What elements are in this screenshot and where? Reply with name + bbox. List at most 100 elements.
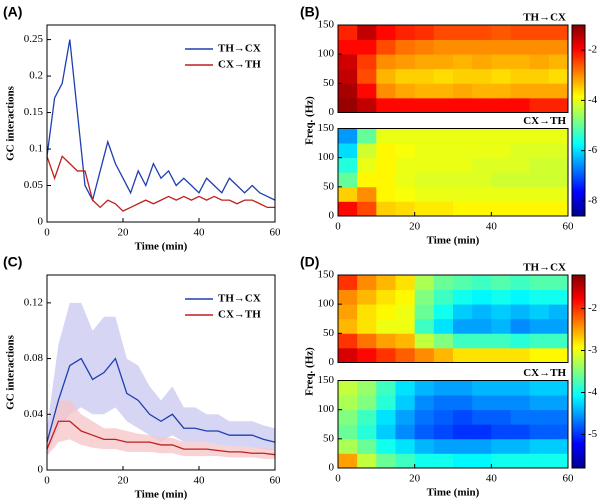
heat-cell	[529, 333, 550, 349]
heat-cell	[414, 318, 435, 334]
plot-frame	[337, 24, 569, 113]
heat-cell	[414, 143, 435, 159]
heat-cell	[472, 333, 492, 349]
heat-cell	[529, 186, 550, 202]
heat-cell	[510, 289, 531, 305]
heat-cell	[376, 39, 396, 55]
y-tick-label: 0.15	[24, 106, 44, 118]
heat-cell	[357, 186, 377, 202]
heat-cell	[414, 201, 435, 217]
heat-cell	[453, 304, 473, 320]
heat-cell	[472, 128, 492, 144]
heat-cell	[491, 318, 511, 334]
heat-cell	[414, 97, 435, 113]
x-axis-label: Time (min)	[135, 241, 188, 253]
heat-cell	[376, 275, 396, 290]
heat-cell	[433, 39, 454, 55]
heat-cell	[338, 157, 358, 173]
heat-cell	[338, 97, 358, 113]
y-axis-label: GC interactions	[5, 334, 17, 410]
heat-cell	[433, 380, 454, 396]
heat-cell	[548, 424, 569, 440]
heat-cell	[529, 39, 550, 55]
heat-cell	[529, 25, 550, 40]
heat-cell	[472, 395, 492, 411]
plot-frame	[337, 128, 569, 217]
heat-cell	[357, 347, 377, 363]
heat-cell	[510, 275, 531, 290]
heat-cell	[376, 143, 396, 159]
heat-cell	[453, 68, 473, 84]
heat-cell	[472, 97, 492, 113]
heat-cell	[548, 395, 569, 411]
heat-cell	[357, 157, 377, 173]
heat-cell	[472, 453, 492, 469]
heat-cell	[453, 333, 473, 349]
heat-cell	[491, 143, 511, 159]
heat-cell	[491, 304, 511, 320]
heat-cell	[491, 128, 511, 144]
heat-cell	[510, 409, 531, 425]
heat-cell	[433, 289, 454, 305]
heat-cell	[491, 438, 511, 454]
heat-cell	[433, 318, 454, 334]
colorbar-tick-label: -4	[588, 386, 598, 398]
heat-cell	[548, 201, 569, 217]
heat-cell	[414, 172, 435, 188]
heat-cell	[414, 304, 435, 320]
heat-cell	[338, 201, 358, 217]
heat-cell	[529, 172, 550, 188]
heat-cell	[510, 201, 531, 217]
heat-cell	[395, 275, 416, 290]
error-band	[47, 400, 275, 459]
heat-cell	[395, 289, 416, 305]
heat-cell	[395, 172, 416, 188]
heat-cell	[548, 39, 569, 55]
error-band	[47, 302, 275, 457]
heat-cell	[453, 201, 473, 217]
heat-cell	[376, 172, 396, 188]
heat-cell	[510, 424, 531, 440]
series-line	[46, 420, 276, 456]
heat-cell	[395, 143, 416, 159]
heat-cell	[376, 201, 396, 217]
heat-cell	[414, 289, 435, 305]
heat-cell	[529, 128, 550, 144]
x-tick-label: 40	[194, 227, 206, 239]
heat-cell	[453, 25, 473, 40]
heat-cell	[472, 304, 492, 320]
heat-cell	[414, 395, 435, 411]
heat-cell	[395, 304, 416, 320]
heat-cell	[414, 409, 435, 425]
heat-cell	[357, 453, 377, 469]
y-tick-label: 0	[329, 210, 335, 222]
heat-cell	[529, 275, 550, 290]
heat-cell	[472, 201, 492, 217]
heat-cell	[510, 157, 531, 173]
heat-cell	[433, 172, 454, 188]
y-tick-label: 150	[318, 269, 335, 281]
x-tick-label: 0	[44, 227, 50, 239]
heat-cell	[433, 186, 454, 202]
colorbar-tick-label: -6	[588, 144, 598, 156]
heat-cell	[433, 453, 454, 469]
heat-cell	[433, 97, 454, 113]
heat-cell	[472, 380, 492, 396]
heat-cell	[453, 409, 473, 425]
legend-label: CX→TH	[218, 309, 261, 321]
heat-cell	[414, 128, 435, 144]
heat-cell	[395, 25, 416, 40]
heat-cell	[414, 438, 435, 454]
heat-cell	[395, 97, 416, 113]
heat-cell	[357, 25, 377, 40]
heat-cell	[433, 438, 454, 454]
heat-cell	[376, 186, 396, 202]
y-tick-label: 0	[329, 356, 335, 368]
heat-cell	[491, 424, 511, 440]
heat-cell	[338, 128, 358, 144]
heat-cell	[548, 409, 569, 425]
heat-cell	[376, 97, 396, 113]
heat-cell	[395, 83, 416, 99]
series-line	[46, 357, 276, 443]
heat-cell	[338, 275, 358, 290]
